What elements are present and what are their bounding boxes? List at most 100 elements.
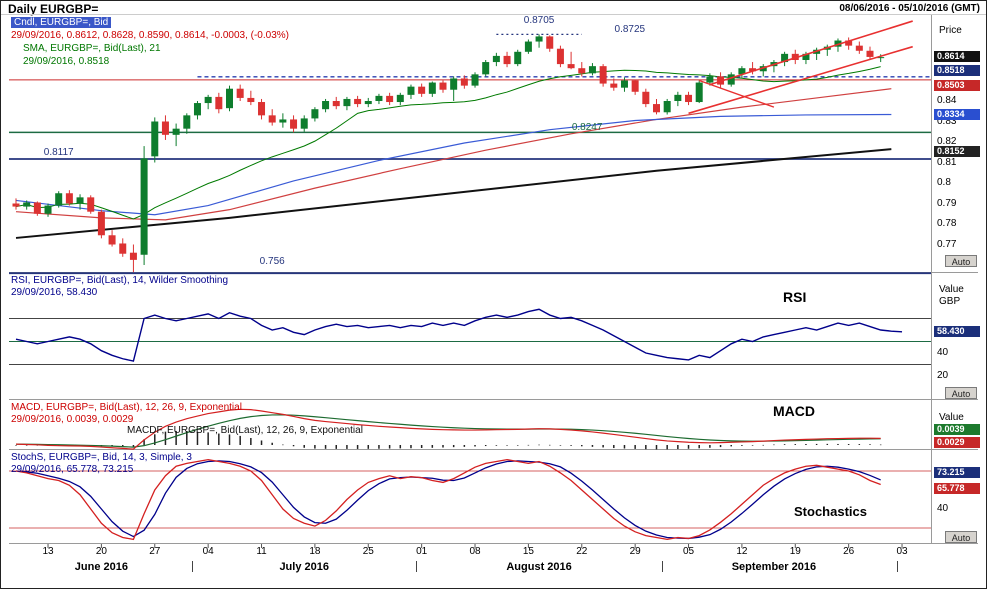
candle-body [620,80,628,88]
macd-histogram-bar [292,445,295,447]
candle-body [65,193,73,204]
macd-legend[interactable]: MACD, EURGBP=, Bid(Last), 12, 26, 9, Exp… [11,402,242,413]
stoch-d-line[interactable] [15,460,881,540]
candle-body [343,98,351,107]
candle-body [183,115,191,129]
candle-body [215,96,223,110]
macd-histogram-bar [15,445,17,446]
candle-body [781,53,789,63]
trend-line[interactable] [698,79,775,108]
macd-histogram-bar [879,444,882,446]
macd-histogram-bar [719,445,722,448]
macd-histogram-bar [516,445,519,446]
rsi-line[interactable] [15,308,903,362]
stoch-legend[interactable]: StochS, EURGBP=, Bid, 14, 3, Simple, 3 [11,452,192,463]
candle-body [834,40,842,47]
macd-histogram-bar [698,445,700,449]
candle-body [514,51,522,65]
candle-body [290,119,298,129]
main-auto-button[interactable]: Auto [945,255,977,267]
rsi-panel-label: RSI [783,289,807,305]
main-legend-instrument[interactable]: Cndl, EURGBP=, Bid [11,17,112,28]
candle-body [279,119,287,123]
main-legend-sma[interactable]: SMA, EURGBP=, Bid(Last), 21 [23,43,161,54]
candlestick-series[interactable] [12,34,885,273]
macd-histogram-bar [303,445,305,448]
candle-body [55,193,63,206]
stoch-auto-button[interactable]: Auto [945,531,977,543]
macd-axis-title: Value [939,412,964,423]
candle-body [738,68,746,75]
macd-histogram-bar [837,443,839,445]
candle-body [631,80,639,92]
main-legend-sma-value: 29/09/2016, 0.8518 [23,56,110,67]
candle-body [418,86,426,94]
macd-histogram-bar [154,434,156,445]
candle-body [108,235,116,245]
macd-histogram-bar [378,445,380,449]
candle-body [193,103,201,116]
candle-body [428,82,436,94]
macd-histogram-bar [175,430,177,445]
candle-body [300,118,308,129]
macd-histogram-bar [410,445,412,449]
macd-histogram-bar [655,445,658,450]
macd-histogram-bar [783,444,786,445]
candle-body [610,83,618,88]
macd-histogram-bar [805,444,807,445]
macd-histogram-bar [143,439,145,445]
macd-histogram-bar [314,445,316,449]
macd-histogram-bar [122,445,124,447]
macd-line[interactable] [15,408,881,450]
candle-body [236,88,244,98]
trend-line[interactable] [688,45,913,115]
macd-histogram-bar [388,445,391,449]
main-legend-ohlc[interactable]: 29/09/2016, 0.8612, 0.8628, 0.8590, 0.86… [11,30,289,41]
macd-histogram-bar [25,445,28,446]
candle-body [791,53,799,60]
macd-histogram-bar [335,445,337,449]
candle-body [653,104,660,113]
candle-body [140,158,148,255]
candle-body [855,45,863,51]
rsi-axis-title-2: GBP [939,296,961,307]
rsi-legend-value: 29/09/2016, 58.430 [11,287,98,298]
ma-red[interactable] [15,88,892,221]
macd-signal-line[interactable] [15,414,881,448]
macdf-legend[interactable]: MACDF, EURGBP=, Bid(Last), 12, 26, 9, Ex… [127,425,363,436]
candle-body [845,40,853,46]
price-annotation: 0.8725 [615,24,646,35]
macd-histogram-bar [751,445,754,446]
macd-histogram-bar [623,445,626,449]
macd-histogram-bar [677,445,679,450]
macd-histogram-bar [132,445,135,447]
macd-histogram-bar [613,445,615,449]
rsi-auto-button[interactable]: Auto [945,387,977,399]
trend-line[interactable] [709,20,913,86]
candle-body [578,68,586,74]
macd-histogram-bar [452,445,455,448]
ma-black[interactable] [15,148,892,239]
macd-histogram-bar [474,445,476,447]
macd-histogram-bar [250,437,252,445]
candle-body [642,91,650,105]
candle-body [33,202,41,214]
macd-histogram-bar [484,445,487,447]
macd-histogram-bar [527,444,530,446]
macd-histogram-bar [687,445,690,449]
candle-body [727,74,735,85]
macd-histogram-bar [826,443,829,445]
macd-histogram-bar [858,444,861,445]
macd-histogram-bar [869,444,871,445]
chart-title: Daily EURGBP= [8,2,99,16]
stoch-k-line[interactable] [15,458,881,541]
rsi-legend[interactable]: RSI, EURGBP=, Bid(Last), 14, Wilder Smoo… [11,275,229,286]
candle-body [396,94,404,103]
macd-histogram-bar [591,445,594,447]
macd-histogram-bar [495,445,498,446]
candle-body [151,121,159,157]
candle-body [23,202,31,207]
sma21-line[interactable] [15,66,881,220]
candle-body [332,101,340,107]
